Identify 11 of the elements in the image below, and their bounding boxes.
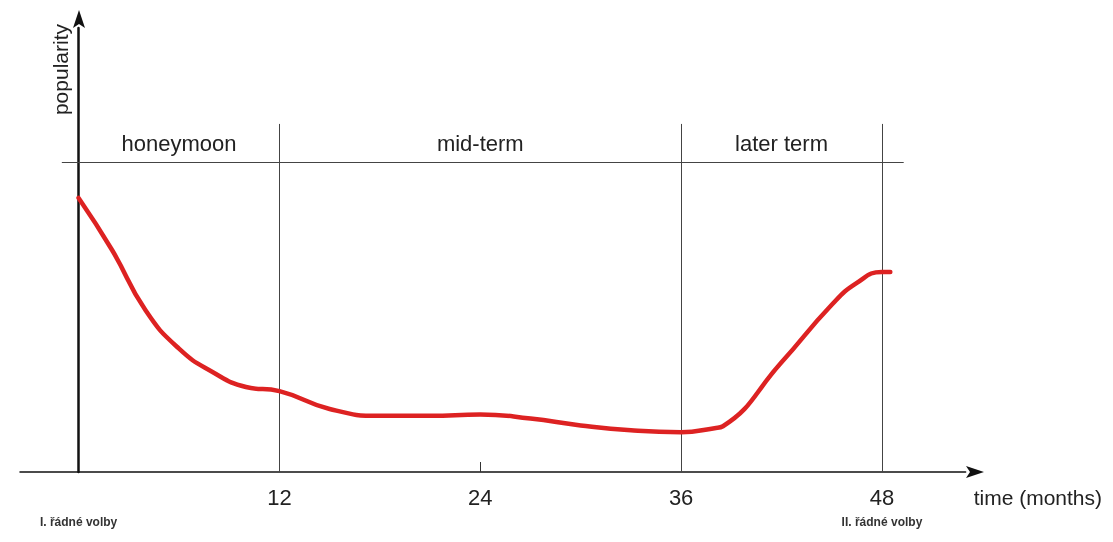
text: honeymoon (121, 130, 237, 156)
text: mid-term (436, 130, 524, 156)
x-tick-label: 24 (468, 484, 493, 510)
x-tick-label: 12 (267, 484, 292, 510)
y-axis-title: popularity (48, 23, 72, 116)
x-tick-label: 48 (869, 484, 895, 510)
text: later term (735, 130, 828, 156)
text: I. řádné volby (39, 515, 118, 529)
x-tick-label: 36 (668, 484, 694, 510)
x-axis-title: time (months) (973, 485, 1102, 509)
text: II. řádné volby (841, 515, 923, 529)
